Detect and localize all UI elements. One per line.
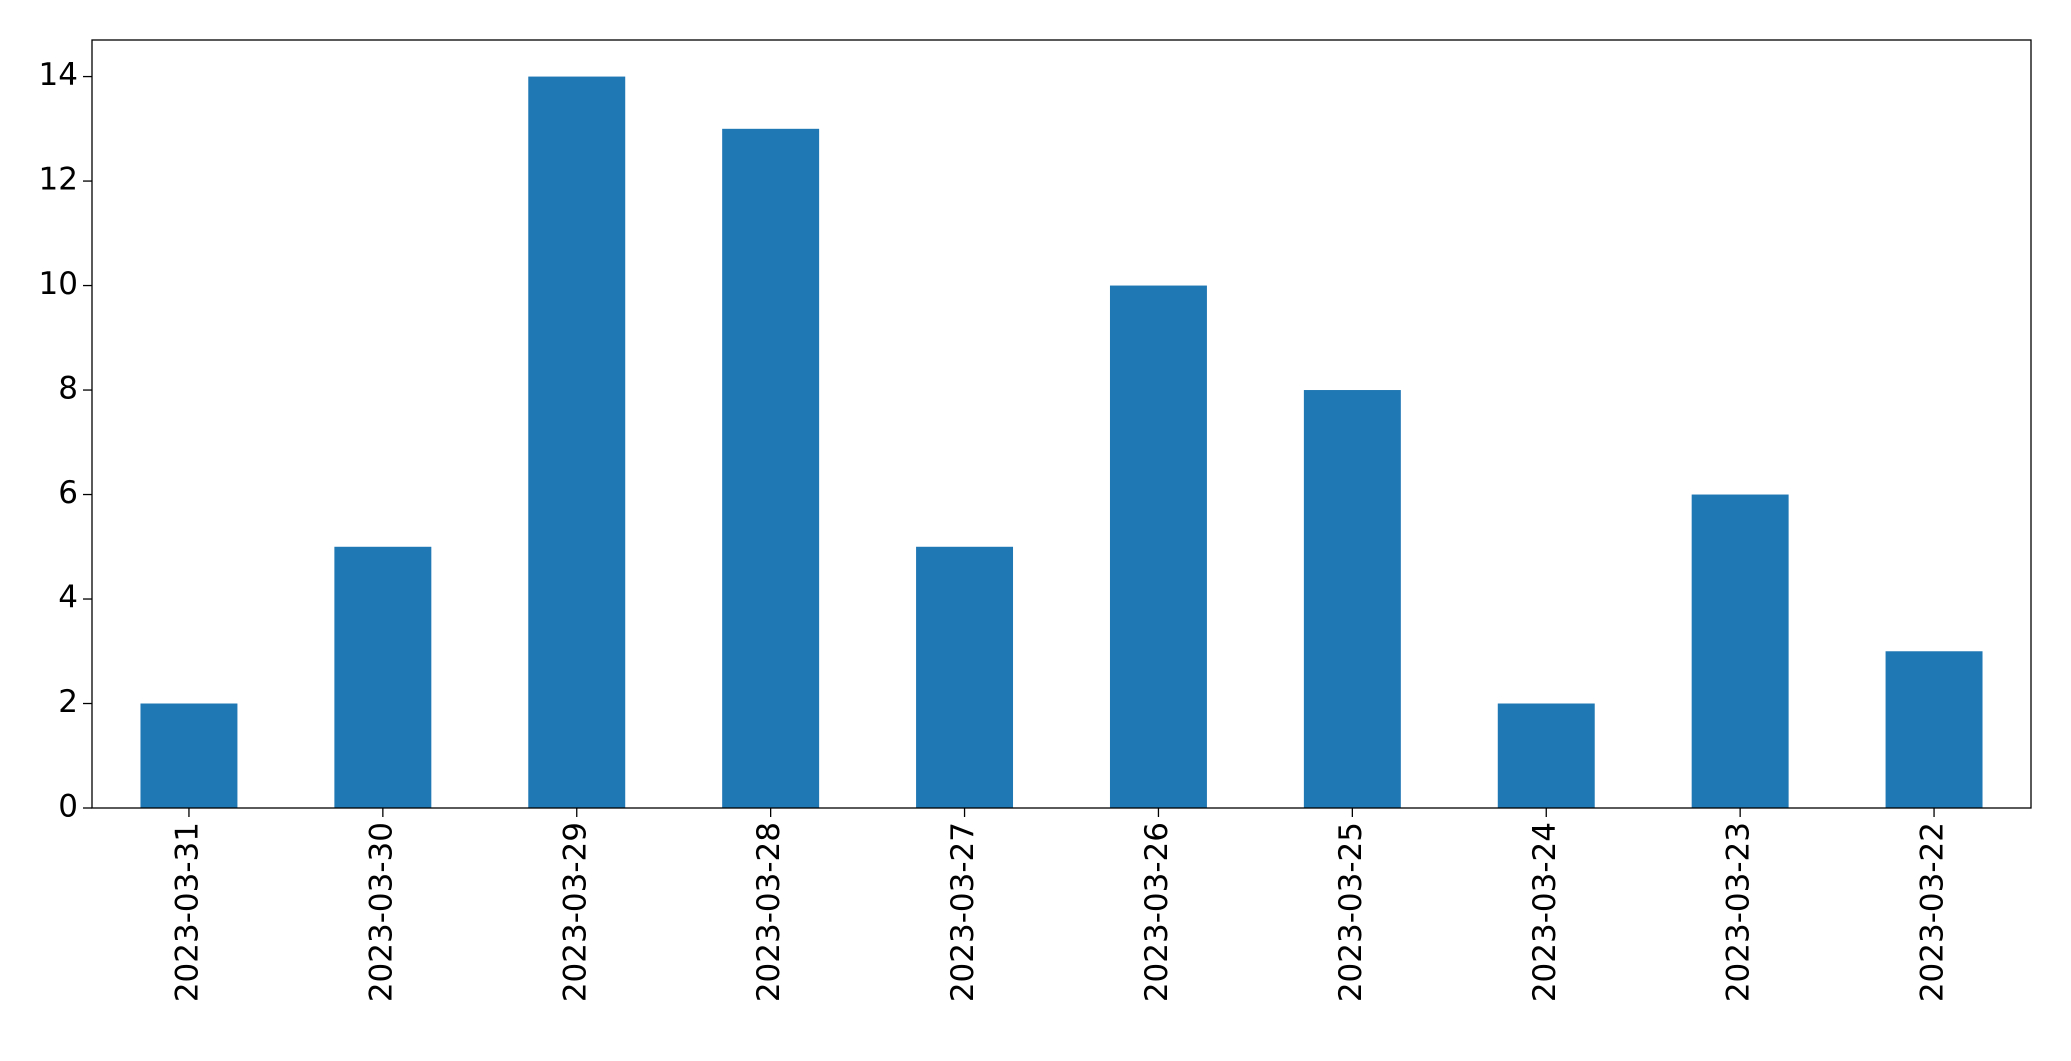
bar	[140, 703, 238, 808]
bar	[1885, 651, 1983, 808]
x-tick-label: 2023-03-29	[557, 822, 593, 1002]
x-tick-label: 2023-03-25	[1333, 822, 1369, 1002]
x-tick-label: 2023-03-28	[751, 822, 787, 1002]
y-tick-label: 8	[58, 371, 78, 407]
y-tick-label: 4	[58, 580, 78, 616]
x-tick-label: 2023-03-24	[1527, 822, 1563, 1002]
bar	[528, 76, 626, 809]
x-tick-label: 2023-03-30	[363, 822, 399, 1002]
bar	[1497, 703, 1595, 808]
y-tick-label: 10	[39, 266, 78, 302]
y-tick-label: 14	[39, 57, 78, 93]
y-tick-label: 0	[58, 789, 78, 825]
x-tick-label: 2023-03-31	[169, 822, 205, 1002]
x-tick-label: 2023-03-27	[945, 822, 981, 1002]
x-tick-label: 2023-03-26	[1139, 822, 1175, 1002]
y-tick-label: 2	[58, 684, 78, 720]
bar	[722, 128, 820, 808]
y-tick-label: 12	[39, 162, 78, 198]
x-tick-label: 2023-03-22	[1915, 822, 1951, 1002]
plot-frame	[91, 39, 2032, 809]
bar	[1691, 494, 1789, 808]
y-tick-label: 6	[58, 475, 78, 511]
bar	[1109, 285, 1207, 808]
bar	[334, 546, 432, 808]
x-tick-label: 2023-03-23	[1721, 822, 1757, 1002]
bar	[1303, 390, 1401, 808]
bar	[916, 546, 1014, 808]
